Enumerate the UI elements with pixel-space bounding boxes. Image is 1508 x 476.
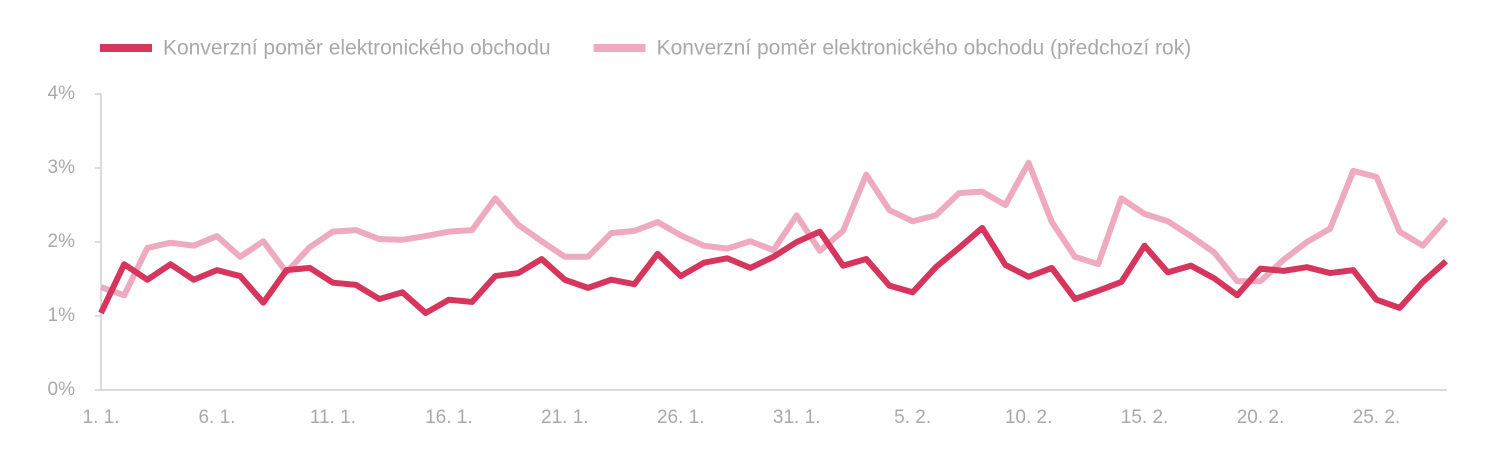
x-tick-label: 16. 1.	[425, 407, 473, 428]
legend-text: Konverzní poměr elektronického obchodu (…	[657, 37, 1192, 60]
x-tick-label: 15. 2.	[1121, 407, 1169, 428]
x-tick-label: 5. 2.	[894, 407, 931, 428]
x-tick-label: 1. 1.	[83, 407, 120, 428]
x-tick-label: 31. 1.	[773, 407, 821, 428]
x-tick-label: 10. 2.	[1005, 407, 1053, 428]
y-tick-label: 3%	[48, 157, 76, 178]
x-tick-label: 11. 1.	[310, 407, 356, 428]
y-tick-label: 0%	[48, 379, 76, 400]
x-tick-label: 26. 1.	[657, 407, 705, 428]
legend-text: Konverzní poměr elektronického obchodu	[163, 37, 551, 60]
x-tick-label: 6. 1.	[198, 407, 235, 428]
x-tick-label: 20. 2.	[1237, 407, 1285, 428]
series-line	[98, 224, 1448, 317]
y-tick-label: 4%	[48, 83, 76, 104]
x-tick-label: 21. 1.	[541, 407, 589, 428]
y-tick-label: 2%	[48, 231, 76, 252]
series-line	[100, 159, 1449, 299]
y-tick-label: 1%	[48, 305, 76, 326]
x-tick-label: 25. 2.	[1353, 407, 1401, 428]
